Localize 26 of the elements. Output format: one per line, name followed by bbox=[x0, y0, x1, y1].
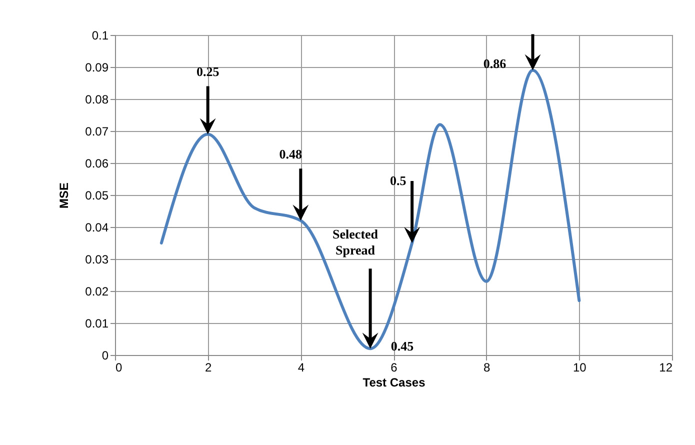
y-tick-label: 0.05 bbox=[85, 188, 109, 202]
y-tick-label: 0.08 bbox=[85, 92, 109, 106]
x-tick-label: 8 bbox=[483, 360, 490, 374]
y-tick-label: 0.1 bbox=[92, 28, 109, 42]
x-tick-label: 4 bbox=[298, 360, 305, 374]
x-tick-label: 12 bbox=[659, 360, 673, 374]
annotation: 0.48 bbox=[279, 146, 303, 162]
y-tick-label: 0 bbox=[102, 348, 109, 362]
x-tick-label: 10 bbox=[572, 360, 587, 374]
x-axis-title: Test Cases bbox=[362, 376, 426, 390]
y-tick-label: 0.07 bbox=[85, 124, 109, 138]
y-tick-label: 0.03 bbox=[85, 252, 109, 266]
y-tick-label: 0.06 bbox=[85, 156, 109, 170]
annotation: 0.5 bbox=[390, 173, 407, 188]
x-tick-label: 0 bbox=[116, 360, 122, 374]
y-tick-label: 0.09 bbox=[85, 60, 109, 74]
y-tick-label: 0.02 bbox=[85, 284, 109, 298]
annotation: 0.86 bbox=[483, 56, 507, 72]
annotation: Selected Spread bbox=[332, 226, 379, 258]
x-tick-label: 6 bbox=[390, 360, 398, 374]
y-tick-label: 0.04 bbox=[85, 220, 109, 234]
annotation: 0.45 bbox=[390, 338, 414, 354]
y-tick-label: 0.01 bbox=[85, 316, 109, 330]
annotation: 0.25 bbox=[196, 64, 220, 80]
x-tick-label: 2 bbox=[204, 360, 212, 374]
y-axis-title: MSE bbox=[57, 182, 72, 209]
